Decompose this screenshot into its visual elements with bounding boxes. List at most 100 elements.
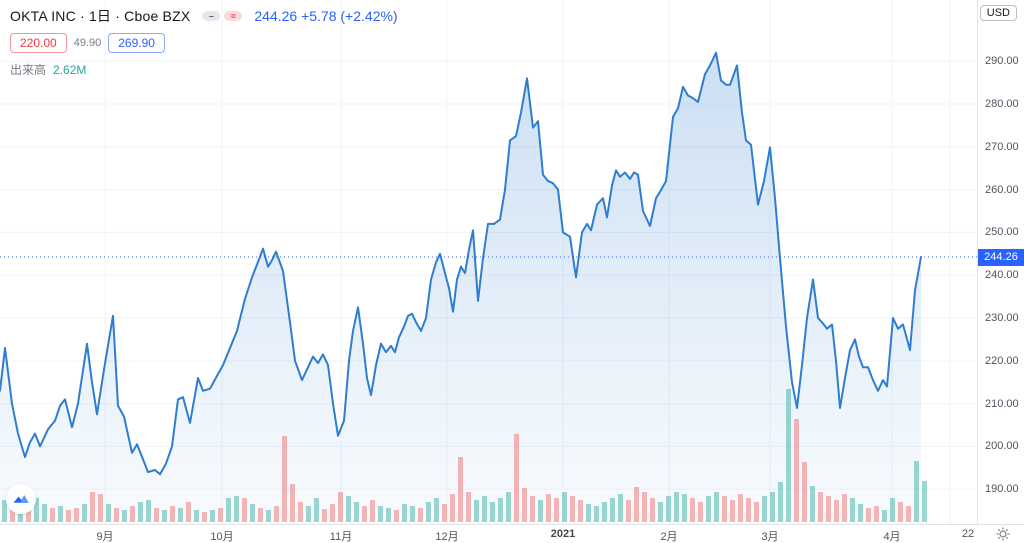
last-price-badge[interactable]: 244.26	[978, 248, 1024, 266]
volume-bar	[506, 492, 511, 522]
volume-bar	[250, 504, 255, 522]
volume-bar	[802, 462, 807, 522]
volume-bar	[746, 498, 751, 522]
volume-bar	[378, 506, 383, 522]
chart-legend: OKTA INC · 1日 · Cboe BZX – ≈ 244.26 +5.7…	[10, 6, 398, 78]
volume-bar	[682, 494, 687, 522]
volume-bar	[210, 510, 215, 522]
volume-bar	[650, 498, 655, 522]
volume-bar	[274, 506, 279, 522]
volume-bar	[434, 498, 439, 522]
volume-bar	[354, 502, 359, 522]
volume-bar	[882, 510, 887, 522]
price-tick-label: 190.00	[985, 483, 1019, 496]
volume-bar	[914, 461, 919, 522]
volume-bar	[738, 494, 743, 522]
volume-label: 出来高	[10, 63, 47, 77]
volume-bar	[554, 498, 559, 522]
volume-bar	[546, 494, 551, 522]
hidden-indicator-approx-icon[interactable]: ≈	[224, 11, 243, 21]
volume-bar	[370, 500, 375, 522]
tradingview-logo-button[interactable]	[6, 484, 36, 514]
volume-bar	[34, 498, 39, 522]
volume-bar	[906, 506, 911, 522]
volume-bar	[850, 498, 855, 522]
volume-bar	[610, 498, 615, 522]
price-tick-label: 230.00	[985, 312, 1019, 325]
volume-bar	[698, 502, 703, 522]
volume-bar	[346, 496, 351, 522]
range-high-box: 269.90	[108, 33, 165, 53]
volume-bar	[90, 492, 95, 522]
volume-bar	[282, 436, 287, 522]
volume-bar	[242, 498, 247, 522]
volume-bar	[418, 508, 423, 522]
price-tick-label: 290.00	[985, 55, 1019, 68]
volume-bar	[618, 494, 623, 522]
volume-bar	[522, 488, 527, 522]
price-line	[0, 51, 922, 476]
volume-bar	[666, 496, 671, 522]
range-low-box: 220.00	[10, 33, 67, 53]
volume-bar	[298, 502, 303, 522]
mountains-logo-icon	[13, 495, 29, 503]
volume-bar	[722, 496, 727, 522]
time-tick-label: 4月	[883, 531, 901, 543]
volume-bar	[538, 500, 543, 522]
time-tick-label: 11月	[329, 531, 353, 543]
volume-bar	[586, 504, 591, 522]
volume-bar	[498, 498, 503, 522]
volume-bar	[362, 506, 367, 522]
volume-bar	[674, 492, 679, 522]
symbol-title[interactable]: OKTA INC · 1日 · Cboe BZX	[10, 8, 191, 24]
volume-bar	[410, 506, 415, 522]
currency-toggle-button[interactable]: USD	[979, 5, 1017, 21]
volume-bar	[66, 510, 71, 522]
volume-bar	[730, 500, 735, 522]
volume-bar	[866, 508, 871, 522]
price-tick-label: 200.00	[985, 440, 1019, 453]
legend-toggle-pills: – ≈	[202, 11, 243, 21]
volume-bar	[762, 496, 767, 522]
volume-value: 2.62M	[53, 62, 87, 77]
volume-bar	[58, 506, 63, 522]
time-tick-label: 10月	[210, 531, 234, 543]
volume-bar	[562, 492, 567, 522]
volume-bar	[658, 502, 663, 522]
volume-bar	[466, 492, 471, 522]
volume-bar	[122, 510, 127, 522]
volume-bar	[138, 502, 143, 522]
volume-bar	[98, 494, 103, 522]
volume-bar	[50, 508, 55, 522]
gear-icon	[996, 527, 1010, 541]
volume-bar	[386, 508, 391, 522]
volume-bar	[266, 510, 271, 522]
volume-bar	[450, 494, 455, 522]
volume-bar	[794, 419, 799, 522]
volume-bar	[402, 504, 407, 522]
hidden-indicator-dash-icon[interactable]: –	[202, 11, 221, 21]
price-tick-label: 280.00	[985, 98, 1019, 111]
volume-bar	[786, 389, 791, 522]
price-tick-label: 220.00	[985, 354, 1019, 367]
chart-settings-button[interactable]	[994, 525, 1012, 543]
volume-bar	[18, 506, 23, 522]
volume-bar	[482, 496, 487, 522]
volume-bar	[874, 506, 879, 522]
volume-bar	[458, 457, 463, 522]
volume-bar	[714, 492, 719, 522]
volume-bar	[706, 496, 711, 522]
volume-bar	[162, 510, 167, 522]
volume-bar	[570, 496, 575, 522]
volume-bar	[130, 506, 135, 522]
time-tick-label: 22	[961, 528, 975, 540]
volume-bar	[146, 500, 151, 522]
volume-bar	[290, 484, 295, 522]
volume-bar	[770, 492, 775, 522]
time-tick-label: 9月	[96, 531, 114, 543]
time-axis[interactable]: 9月 10月 11月 12月 2021 2月 3月 4月 22	[0, 524, 1024, 543]
volume-bar	[594, 506, 599, 522]
last-quote-text: 244.26 +5.78 (+2.42%)	[254, 8, 398, 24]
